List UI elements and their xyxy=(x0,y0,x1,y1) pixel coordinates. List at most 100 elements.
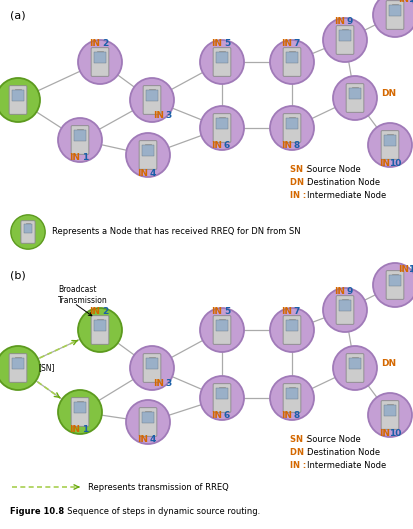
Text: Source Node: Source Node xyxy=(307,165,361,174)
Text: IN: IN xyxy=(138,435,149,444)
Bar xyxy=(216,320,228,331)
Text: Sequence of steps in dynamic source routing.: Sequence of steps in dynamic source rout… xyxy=(62,507,260,516)
Circle shape xyxy=(78,308,122,352)
Text: 7: 7 xyxy=(294,40,300,49)
Text: IN: IN xyxy=(154,112,164,121)
Text: 9: 9 xyxy=(347,17,353,26)
Text: IN: IN xyxy=(399,0,410,4)
FancyBboxPatch shape xyxy=(143,354,161,382)
FancyBboxPatch shape xyxy=(9,354,27,382)
Text: Broadcast
Transmission: Broadcast Transmission xyxy=(58,285,108,305)
Circle shape xyxy=(270,106,314,150)
FancyBboxPatch shape xyxy=(139,141,157,169)
Bar xyxy=(385,135,396,146)
Text: Represents transmission of RREQ: Represents transmission of RREQ xyxy=(88,482,229,491)
Text: 6: 6 xyxy=(224,412,230,421)
Circle shape xyxy=(323,288,367,332)
Text: IN: IN xyxy=(90,307,100,316)
Text: SN :: SN : xyxy=(290,435,309,444)
Text: Destination Node: Destination Node xyxy=(307,178,380,187)
Bar xyxy=(216,388,228,399)
Circle shape xyxy=(270,376,314,420)
Circle shape xyxy=(270,40,314,84)
Text: 3: 3 xyxy=(166,112,172,121)
Bar xyxy=(287,52,297,63)
Text: IN: IN xyxy=(69,425,81,434)
Text: 4: 4 xyxy=(150,435,156,444)
Text: 11: 11 xyxy=(408,0,413,4)
FancyBboxPatch shape xyxy=(21,221,35,243)
Text: DN: DN xyxy=(382,360,396,369)
Circle shape xyxy=(200,40,244,84)
Text: Represents a Node that has received RREQ for DN from SN: Represents a Node that has received RREQ… xyxy=(52,227,301,236)
FancyBboxPatch shape xyxy=(283,48,301,76)
Bar xyxy=(389,275,401,286)
Text: IN: IN xyxy=(282,40,292,49)
Bar xyxy=(216,118,228,129)
Text: IN :: IN : xyxy=(290,191,306,200)
Bar xyxy=(74,402,85,413)
Bar xyxy=(12,90,24,101)
Circle shape xyxy=(126,400,170,444)
Text: 10: 10 xyxy=(389,159,401,168)
Bar xyxy=(147,358,157,369)
Text: IN :: IN : xyxy=(290,461,306,470)
FancyBboxPatch shape xyxy=(336,26,354,54)
FancyBboxPatch shape xyxy=(336,296,354,324)
FancyBboxPatch shape xyxy=(139,408,157,436)
Text: Intermediate Node: Intermediate Node xyxy=(307,461,386,470)
Text: 2: 2 xyxy=(102,40,108,49)
Text: IN: IN xyxy=(211,141,223,150)
Text: IN: IN xyxy=(399,264,410,273)
Text: IN: IN xyxy=(380,428,391,437)
Circle shape xyxy=(333,76,377,120)
Bar xyxy=(349,358,361,369)
Bar xyxy=(12,358,24,369)
Text: 6: 6 xyxy=(224,141,230,150)
FancyBboxPatch shape xyxy=(213,48,231,76)
FancyBboxPatch shape xyxy=(143,86,161,114)
Bar xyxy=(339,30,351,41)
Text: DN :: DN : xyxy=(290,178,310,187)
Text: 5: 5 xyxy=(224,307,230,316)
FancyBboxPatch shape xyxy=(91,316,109,344)
Circle shape xyxy=(130,78,174,122)
Text: DN :: DN : xyxy=(290,448,310,457)
Circle shape xyxy=(126,133,170,177)
Bar xyxy=(339,300,351,311)
FancyBboxPatch shape xyxy=(386,1,404,29)
Text: 2: 2 xyxy=(102,307,108,316)
FancyBboxPatch shape xyxy=(91,48,109,76)
FancyBboxPatch shape xyxy=(381,400,399,430)
Circle shape xyxy=(11,215,45,249)
Text: IN: IN xyxy=(282,307,292,316)
Bar xyxy=(24,224,32,233)
Text: 7: 7 xyxy=(294,307,300,316)
Circle shape xyxy=(373,263,413,307)
FancyBboxPatch shape xyxy=(213,384,231,412)
FancyBboxPatch shape xyxy=(71,126,89,154)
FancyBboxPatch shape xyxy=(346,84,364,112)
Text: IN: IN xyxy=(69,153,81,162)
Bar xyxy=(287,388,297,399)
Bar xyxy=(287,118,297,129)
Bar xyxy=(216,52,228,63)
Circle shape xyxy=(58,118,102,162)
Text: (b): (b) xyxy=(10,270,26,280)
Text: 11: 11 xyxy=(408,264,413,273)
Circle shape xyxy=(200,376,244,420)
Text: 9: 9 xyxy=(347,287,353,296)
Text: Destination Node: Destination Node xyxy=(307,448,380,457)
Text: IN: IN xyxy=(211,40,223,49)
FancyBboxPatch shape xyxy=(71,398,89,426)
Bar xyxy=(95,52,105,63)
Text: IN: IN xyxy=(90,40,100,49)
FancyBboxPatch shape xyxy=(381,131,399,159)
FancyBboxPatch shape xyxy=(9,86,27,114)
Circle shape xyxy=(323,18,367,62)
Text: 5: 5 xyxy=(224,40,230,49)
Bar xyxy=(287,320,297,331)
Text: SN :: SN : xyxy=(290,165,309,174)
Text: IN: IN xyxy=(335,17,346,26)
Bar xyxy=(147,90,157,101)
